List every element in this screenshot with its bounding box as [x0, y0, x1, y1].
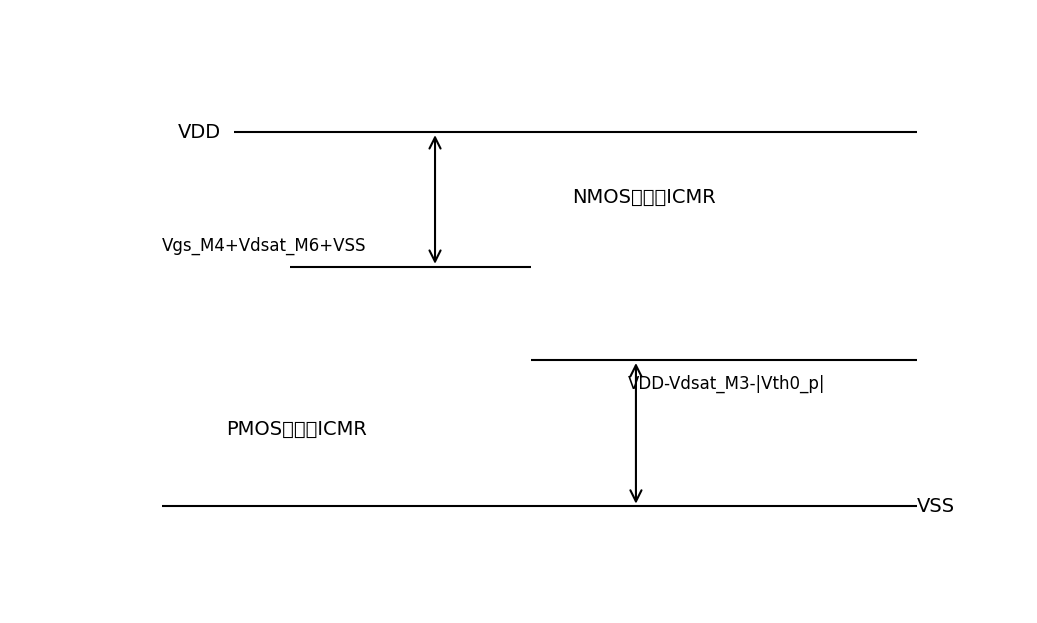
Text: PMOS输入级ICMR: PMOS输入级ICMR	[226, 421, 367, 439]
Text: VDD-Vdsat_M3-|Vth0_p|: VDD-Vdsat_M3-|Vth0_p|	[628, 374, 825, 393]
Text: VDD: VDD	[178, 123, 221, 142]
Text: Vgs_M4+Vdsat_M6+VSS: Vgs_M4+Vdsat_M6+VSS	[162, 236, 366, 255]
Text: NMOS输入级ICMR: NMOS输入级ICMR	[571, 188, 716, 207]
Text: VSS: VSS	[918, 497, 955, 516]
